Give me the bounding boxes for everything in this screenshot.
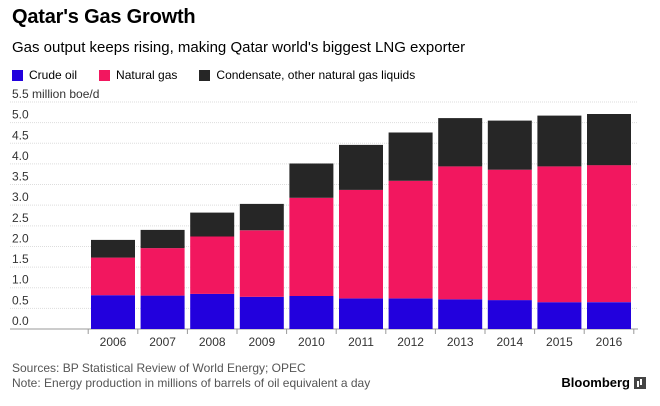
y-tick-label: 2.0 xyxy=(12,231,29,245)
bar-segment-condensate-other-natural-gas-liquids-2008 xyxy=(190,212,235,237)
bar-segment-crude-oil-2015 xyxy=(537,302,582,329)
y-tick-label: 5.0 xyxy=(12,108,29,122)
bar-segment-natural-gas-2007 xyxy=(140,248,185,296)
legend-swatch-condensate xyxy=(199,69,211,81)
x-tick-label: 2009 xyxy=(248,335,275,349)
brand-label: Bloomberg xyxy=(561,375,630,390)
bar-chart-icon xyxy=(634,376,646,389)
bar-segment-natural-gas-2012 xyxy=(388,180,433,299)
bar-segment-condensate-other-natural-gas-liquids-2006 xyxy=(91,239,135,258)
y-tick-label: 1.0 xyxy=(12,273,29,287)
bar-segment-crude-oil-2011 xyxy=(339,298,383,329)
legend-swatch-crude-oil xyxy=(12,69,23,81)
y-axis-unit-label: 5.5 million boe/d xyxy=(12,87,99,101)
sources-note: Sources: BP Statistical Review of World … xyxy=(12,361,306,375)
y-tick-label: 1.5 xyxy=(12,252,29,266)
legend-item-crude-oil: Crude oil xyxy=(12,68,77,82)
legend-item-condensate: Condensate, other natural gas liquids xyxy=(199,68,415,82)
bar-segment-crude-oil-2014 xyxy=(487,300,532,329)
bar-segment-condensate-other-natural-gas-liquids-2007 xyxy=(140,229,185,249)
x-tick-label: 2012 xyxy=(397,335,424,349)
bar-segment-crude-oil-2007 xyxy=(140,295,185,329)
bar-segment-condensate-other-natural-gas-liquids-2010 xyxy=(289,163,334,198)
x-tick-label: 2007 xyxy=(149,335,176,349)
legend: Crude oil Natural gas Condensate, other … xyxy=(12,66,437,84)
bar-segment-natural-gas-2014 xyxy=(487,169,532,301)
units-note: Note: Energy production in millions of b… xyxy=(12,376,371,390)
bar-segment-crude-oil-2010 xyxy=(289,296,334,329)
y-tick-label: 2.5 xyxy=(12,211,29,225)
legend-swatch-natural-gas xyxy=(99,69,111,81)
bar-segment-crude-oil-2009 xyxy=(239,296,284,329)
bar-segment-condensate-other-natural-gas-liquids-2014 xyxy=(487,120,532,170)
x-axis-tick-labels: 2006 2007 2008 2009 2010 2011 2012 2013 2014 2015… xyxy=(87,329,635,349)
x-tick-label: 2013 xyxy=(447,335,474,349)
bar-segment-condensate-other-natural-gas-liquids-2011 xyxy=(339,144,383,190)
bar-segment-condensate-other-natural-gas-liquids-2012 xyxy=(388,132,433,181)
x-tick-label: 2015 xyxy=(546,335,573,349)
legend-label-crude-oil: Crude oil xyxy=(29,68,78,82)
y-tick-label: 3.0 xyxy=(12,190,29,204)
y-tick-label: 0.5 xyxy=(12,293,29,307)
bar-segment-condensate-other-natural-gas-liquids-2009 xyxy=(239,203,284,231)
bars xyxy=(91,114,631,329)
bar-segment-natural-gas-2015 xyxy=(537,166,582,303)
bar-segment-natural-gas-2006 xyxy=(91,257,135,296)
bar-segment-crude-oil-2008 xyxy=(190,293,235,329)
x-tick-label: 2011 xyxy=(348,335,374,349)
bar-segment-crude-oil-2012 xyxy=(388,298,433,329)
bar-segment-natural-gas-2008 xyxy=(190,236,235,294)
chart-title: Qatar's Gas Growth xyxy=(12,6,196,28)
x-tick-label: 2006 xyxy=(100,335,127,349)
bar-segment-crude-oil-2013 xyxy=(438,299,483,329)
legend-label-condensate: Condensate, other natural gas liquids xyxy=(216,68,416,82)
bar-segment-natural-gas-2009 xyxy=(239,230,284,297)
y-tick-label: 0.0 xyxy=(12,314,29,328)
x-tick-label: 2010 xyxy=(298,335,325,349)
legend-item-natural-gas: Natural gas xyxy=(99,68,177,82)
y-tick-label: 3.5 xyxy=(12,170,29,184)
y-tick-label: 4.5 xyxy=(12,128,29,142)
bar-segment-condensate-other-natural-gas-liquids-2016 xyxy=(587,114,631,166)
y-tick-label: 4.0 xyxy=(12,149,29,163)
x-tick-label: 2014 xyxy=(496,335,523,349)
chart-subtitle: Gas output keeps rising, making Qatar wo… xyxy=(12,39,466,56)
bar-segment-crude-oil-2016 xyxy=(587,302,631,329)
bar-segment-natural-gas-2011 xyxy=(339,189,383,299)
bar-segment-natural-gas-2010 xyxy=(289,197,334,296)
bar-segment-condensate-other-natural-gas-liquids-2015 xyxy=(537,115,582,167)
bloomberg-logo: Bloomberg xyxy=(561,375,646,390)
y-axis-tick-labels: 0.0 0.5 1.0 1.5 2.0 2.5 3.0 3.5 4.0 4.5 5.0 5.5 mil… xyxy=(12,87,99,328)
x-tick-label: 2016 xyxy=(596,335,623,349)
legend-label-natural-gas: Natural gas xyxy=(116,68,178,82)
bar-segment-natural-gas-2016 xyxy=(587,165,631,303)
x-tick-label: 2008 xyxy=(199,335,226,349)
bar-segment-condensate-other-natural-gas-liquids-2013 xyxy=(438,118,483,167)
bar-segment-crude-oil-2006 xyxy=(91,295,135,329)
bar-segment-natural-gas-2013 xyxy=(438,166,483,300)
